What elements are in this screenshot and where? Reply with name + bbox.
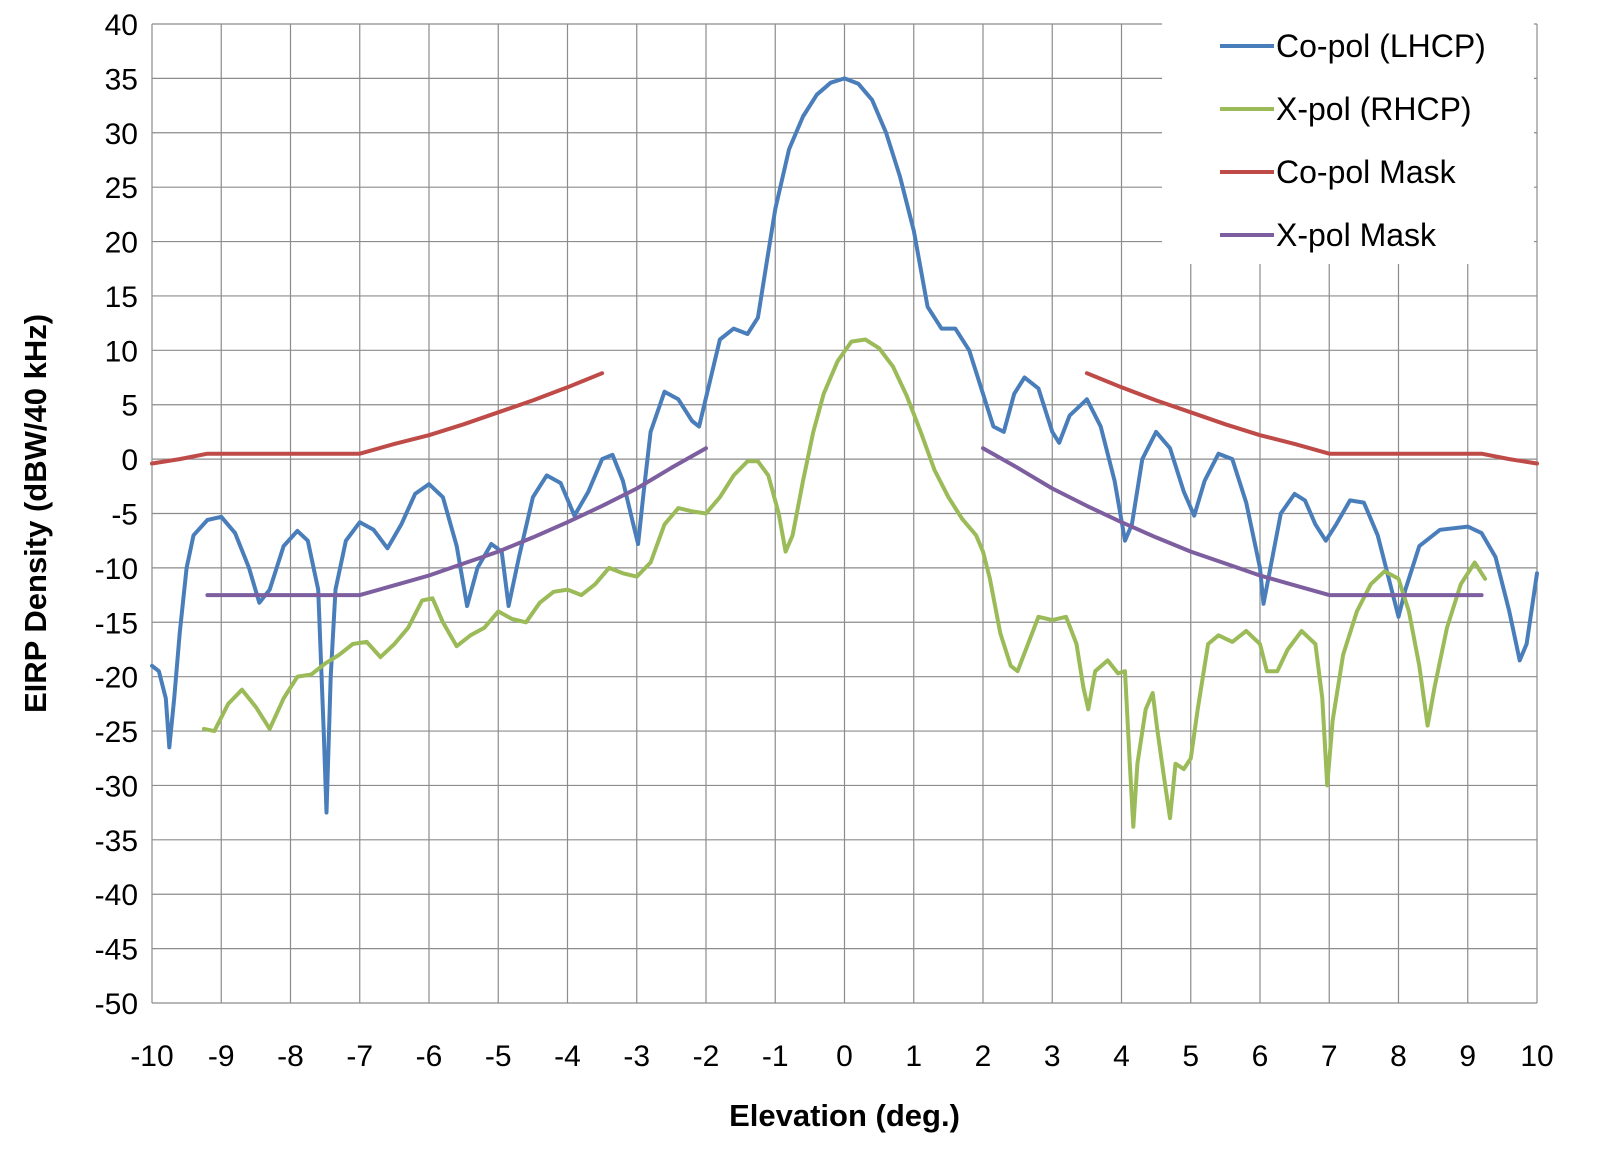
y-tick-label: -45: [95, 934, 138, 967]
x-tick-label: -7: [346, 1040, 373, 1073]
series-line: [1084, 371, 1539, 466]
series-line: [201, 337, 1488, 829]
y-tick-label: 20: [105, 227, 138, 260]
x-tick-label: -1: [762, 1040, 789, 1073]
x-tick-label: 10: [1520, 1040, 1553, 1073]
x-tick-label: -3: [623, 1040, 650, 1073]
x-tick-label: 4: [1113, 1040, 1130, 1073]
x-tick-label: 5: [1182, 1040, 1199, 1073]
legend-box: [1162, 14, 1534, 264]
series-line: [205, 446, 708, 598]
y-tick-label: 5: [121, 390, 138, 423]
y-tick-label: -20: [95, 662, 138, 695]
legend: Co-pol (LHCP) X-pol (RHCP) Co-pol Mask X-po…: [1162, 14, 1534, 264]
y-tick-label: -5: [111, 499, 138, 532]
x-axis-title: Elevation (deg.): [729, 1098, 960, 1133]
x-tick-label: -8: [277, 1040, 304, 1073]
series-line: [150, 76, 1539, 815]
y-axis-title: EIRP Density (dBW/40 kHz): [18, 314, 53, 713]
y-tick-label: -10: [95, 553, 138, 586]
x-tick-label: -9: [208, 1040, 235, 1073]
x-tick-label: 7: [1321, 1040, 1338, 1073]
y-tick-label: 40: [105, 9, 138, 42]
x-tick-label: 0: [836, 1040, 853, 1073]
x-tick-label: -6: [416, 1040, 443, 1073]
y-tick-label: 30: [105, 118, 138, 151]
x-tick-label: 6: [1252, 1040, 1269, 1073]
y-tick-label: -50: [95, 988, 138, 1021]
x-tick-label: -10: [130, 1040, 173, 1073]
series-group: [150, 76, 1539, 829]
y-tick-label: -15: [95, 607, 138, 640]
x-tick-label: -5: [485, 1040, 512, 1073]
y-tick-label: 15: [105, 281, 138, 314]
x-tick-label: 3: [1044, 1040, 1061, 1073]
y-tick-label: -25: [95, 716, 138, 749]
y-tick-label: 0: [121, 444, 138, 477]
y-tick-label: -30: [95, 770, 138, 803]
legend-label: X-pol Mask: [1276, 217, 1437, 253]
y-tick-label: 25: [105, 172, 138, 205]
legend-label: X-pol (RHCP): [1276, 91, 1472, 127]
y-tick-label: 10: [105, 335, 138, 368]
x-tick-label: 9: [1459, 1040, 1476, 1073]
y-tick-label: -35: [95, 825, 138, 858]
x-tick-label: -4: [554, 1040, 581, 1073]
legend-label: Co-pol (LHCP): [1276, 28, 1486, 64]
legend-label: Co-pol Mask: [1276, 154, 1457, 190]
y-tick-label: 35: [105, 63, 138, 96]
x-tick-label: 8: [1390, 1040, 1407, 1073]
series-line: [981, 446, 1484, 598]
y-tick-label: -40: [95, 879, 138, 912]
axes: -50-45-40-35-30-25-20-15-10-505101520253…: [95, 9, 1554, 1073]
series-line: [150, 371, 605, 466]
x-tick-label: 2: [975, 1040, 992, 1073]
x-tick-label: -2: [693, 1040, 720, 1073]
x-tick-label: 1: [905, 1040, 922, 1073]
